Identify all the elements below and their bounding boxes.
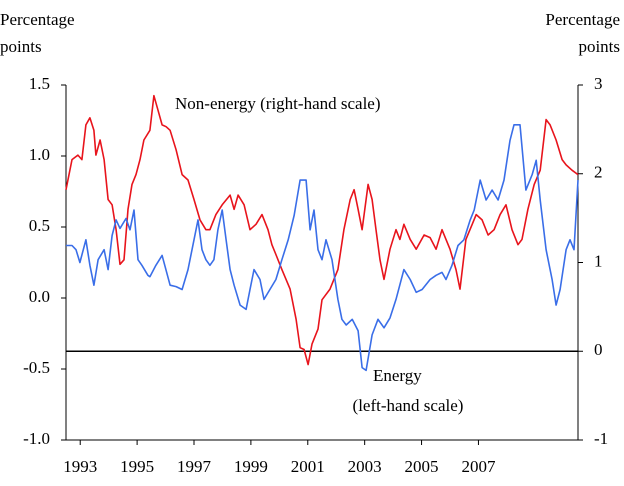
- x-tick-label: 1997: [177, 457, 212, 476]
- y2-tick-label: 3: [594, 74, 603, 93]
- annotation: Energy: [373, 366, 422, 385]
- y-tick-label: -1.0: [23, 429, 50, 448]
- y-tick-label: 0.5: [29, 216, 50, 235]
- y-tick-label: 0.0: [29, 287, 50, 306]
- x-tick-label: 1993: [63, 457, 97, 476]
- y2-axis-title: Percentage points: [545, 10, 620, 56]
- annotation: Non-energy (right-hand scale): [175, 94, 381, 113]
- y2-tick-label: 2: [594, 163, 603, 182]
- x-tick-label: 2001: [291, 457, 325, 476]
- x-tick-label: 2007: [461, 457, 496, 476]
- x-tick-label: 1995: [120, 457, 154, 476]
- y-axis-title: Percentage points: [0, 10, 75, 56]
- y2-tick-label: -1: [594, 429, 608, 448]
- y2-tick-label: 0: [594, 340, 603, 359]
- x-tick-label: 2003: [348, 457, 382, 476]
- y2-tick-label: 1: [594, 251, 603, 270]
- x-tick-label: 1999: [234, 457, 268, 476]
- y-tick-label: 1.5: [29, 74, 50, 93]
- series-line: [65, 94, 579, 366]
- x-tick-label: 2005: [405, 457, 439, 476]
- y-tick-label: 1.0: [29, 145, 50, 164]
- annotation: (left-hand scale): [353, 396, 464, 415]
- y-tick-label: -0.5: [23, 358, 50, 377]
- series-line: [66, 124, 579, 372]
